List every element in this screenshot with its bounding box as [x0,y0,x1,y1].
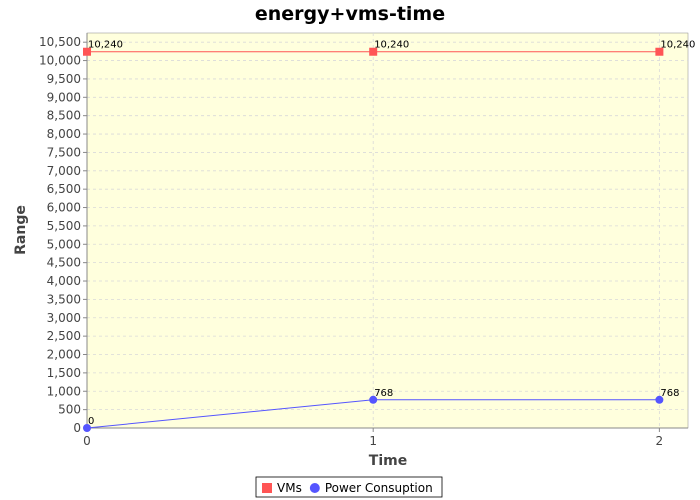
axes [86,33,688,429]
data-label-vms: 10,240 [374,40,409,51]
y-tick-label: 3,000 [47,311,81,325]
data-point-vms [655,47,664,56]
data-point-vms [83,47,91,56]
data-label-power-consuption: 0 [88,416,94,427]
x-axis-ticks: 0 1 2 [83,428,663,448]
chart-title: energy+vms-time [255,3,445,25]
y-tick-label: 10,000 [39,54,81,68]
y-tick-label: 4,500 [47,256,81,270]
y-tick-label: 1,000 [47,384,81,398]
y-axis-title: Range [13,205,29,255]
y-tick-label: 5,500 [47,219,81,233]
y-tick-label: 1,500 [47,366,81,380]
legend-label-vms: VMs [277,481,302,495]
series-layer [83,47,664,432]
x-axis-title: Time [369,453,407,469]
grid-lines [86,33,688,429]
x-tick-label: 1 [369,434,377,448]
y-tick-label: 2,000 [47,348,81,362]
legend-marker-vms [262,483,272,493]
data-point-power-consuption [655,395,664,404]
data-label-vms: 10,240 [88,40,123,51]
y-tick-label: 5,000 [47,237,81,251]
y-axis-ticks: 0 500 1,000 1,500 2,000 2,500 3,000 3,500 4,000 4… [39,35,87,435]
y-tick-label: 2,500 [47,329,81,343]
legend: VMs Power Consuption [255,476,443,498]
y-tick-label: 10,500 [39,35,81,49]
y-tick-label: 0 [73,421,81,435]
y-tick-label: 4,000 [47,274,81,288]
data-labels: 10,240 10,240 10,240 0 768 768 [88,40,695,427]
y-tick-label: 7,500 [47,145,81,159]
y-tick-label: 8,500 [47,109,81,123]
y-tick-label: 7,000 [47,164,81,178]
legend-box [255,476,443,498]
data-point-vms [369,47,378,56]
data-point-power-consuption [83,424,91,432]
x-tick-label: 2 [656,434,664,448]
y-tick-label: 8,000 [47,127,81,141]
data-label-vms: 10,240 [660,40,695,51]
data-point-power-consuption [369,395,378,404]
plot-area [86,32,689,429]
data-label-power-consuption: 768 [660,388,679,399]
y-tick-label: 9,000 [47,90,81,104]
legend-label-power-consuption: Power Consuption [325,481,433,495]
y-tick-label: 6,000 [47,201,81,215]
legend-marker-power-consuption [309,483,320,493]
x-tick-label: 0 [83,434,91,448]
data-label-power-consuption: 768 [374,388,393,399]
y-tick-label: 6,500 [47,182,81,196]
y-tick-label: 9,500 [47,72,81,86]
y-tick-label: 500 [58,403,81,417]
y-tick-label: 3,500 [47,292,81,306]
